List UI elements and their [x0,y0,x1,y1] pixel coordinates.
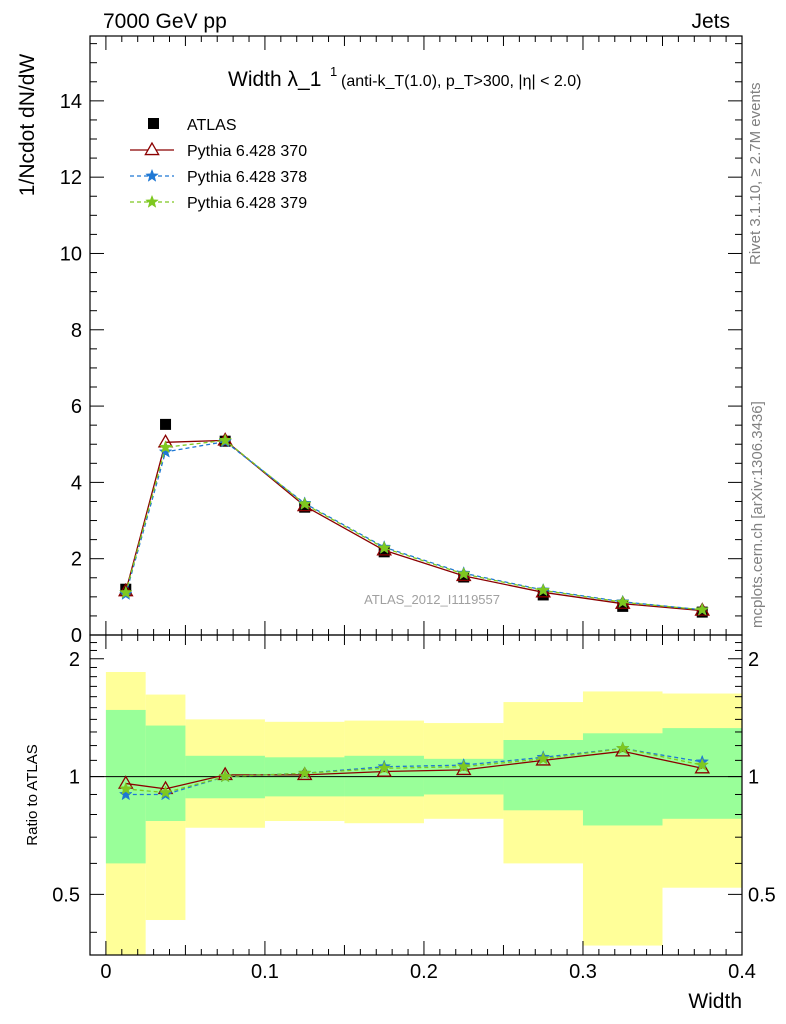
x-tick-label: 0.1 [251,961,279,983]
main-line [125,439,703,611]
main-point [536,583,551,597]
legend-item-0: ATLAS [148,117,237,134]
ratio-panel-series [118,741,711,801]
ratio-point [158,785,173,799]
process-label: Jets [691,10,730,33]
x-tick-label: 0.4 [728,961,756,983]
main-point [218,433,233,447]
legend-marker [144,141,160,156]
x-tick-label: 0.3 [569,961,597,983]
main-point [458,571,470,583]
main-point [615,594,630,608]
main-point [378,546,390,558]
ratio-axis-label: Ratio to ATLAS [24,744,41,845]
main-series-3 [118,433,710,616]
y-tick-label: 12 [60,167,82,189]
main-point [297,496,312,510]
legend-marker [148,118,159,129]
ratio-point [615,741,630,755]
ratio-tick-label: 2 [69,649,80,671]
source-label: mcplots.cern.ch [arXiv:1306.3436] [749,401,766,628]
ratio-series-2 [118,741,710,799]
main-point [158,444,173,458]
ratio-panel-frame [89,634,743,956]
main-line [125,439,703,612]
y-tick-label: 4 [71,472,82,494]
main-point [537,589,549,601]
legend-marker [145,168,159,182]
ratio-band-inner [145,725,186,821]
main-point [296,497,313,512]
ratio-point [536,751,551,765]
main-point [377,540,392,554]
ratio-point [118,781,133,795]
main-panel-series [118,418,711,618]
main-point [118,585,133,599]
y-tick-label: 6 [71,396,82,418]
main-series-1 [118,432,711,616]
x-axis-label: Width [688,990,742,1013]
legend-label: Pythia 6.428 370 [187,143,307,160]
main-line [125,440,703,611]
ratio-point [377,761,392,775]
title-superscript: 1 [330,64,337,79]
title-main: Width λ_1 [228,68,321,91]
main-point [617,600,629,612]
ratio-point [218,769,233,783]
ratio-point [695,757,710,771]
y-axis-label: 1/Ncdot dN/dW [16,54,39,197]
ratio-point [297,765,312,780]
main-point [158,440,173,454]
legend: ATLAS Pythia 6.428 370 Pythia 6.428 378 Pyt… [130,117,307,212]
ratio-point [614,743,631,757]
ratio-tick-label: 1 [69,767,80,789]
legend-item-3: Pythia 6.428 379 [130,194,307,212]
y-tick-label: 0 [71,625,82,647]
main-point [456,566,471,580]
legend-label: Pythia 6.428 378 [187,169,307,186]
legend-marker [145,194,159,208]
legend-label: Pythia 6.428 379 [187,195,307,212]
title-subtitle: (anti-k_T(1.0), p_T>300, |η| < 2.0) [341,73,581,90]
ratio-uncertainty-bands [105,672,742,955]
main-point [160,418,172,430]
analysis-watermark: ATLAS_2012_I1119557 [364,592,500,607]
plot-frames [89,35,743,956]
ratio-point [456,759,471,773]
ratio-tick-label: 0.5 [52,884,80,906]
rivet-version-label: Rivet 3.1.10, ≥ 2.7M events [747,83,764,266]
y-tick-label: 2 [71,549,82,571]
ratio-tick-label-right: 0.5 [748,884,776,906]
y-tick-label: 14 [60,91,82,113]
ratio-point [118,787,133,801]
energy-label: 7000 GeV pp [103,10,227,33]
main-series-0 [120,418,708,618]
x-tick-label: 0 [100,961,111,983]
main-point [695,602,710,616]
legend-item-2: Pythia 6.428 378 [130,168,307,186]
legend-label: ATLAS [187,117,237,134]
y-tick-label: 10 [60,243,82,265]
ratio-line [125,750,703,790]
x-tick-label: 0.2 [410,961,438,983]
legend-item-1: Pythia 6.428 370 [130,141,307,160]
ratio-tick-label-right: 1 [748,767,759,789]
ratio-tick-label-right: 2 [748,649,759,671]
y-tick-label: 8 [71,320,82,342]
main-series-2 [118,434,710,616]
chart-title: Width λ_1 1 (anti-k_T(1.0), p_T>300, |η|… [228,64,581,91]
